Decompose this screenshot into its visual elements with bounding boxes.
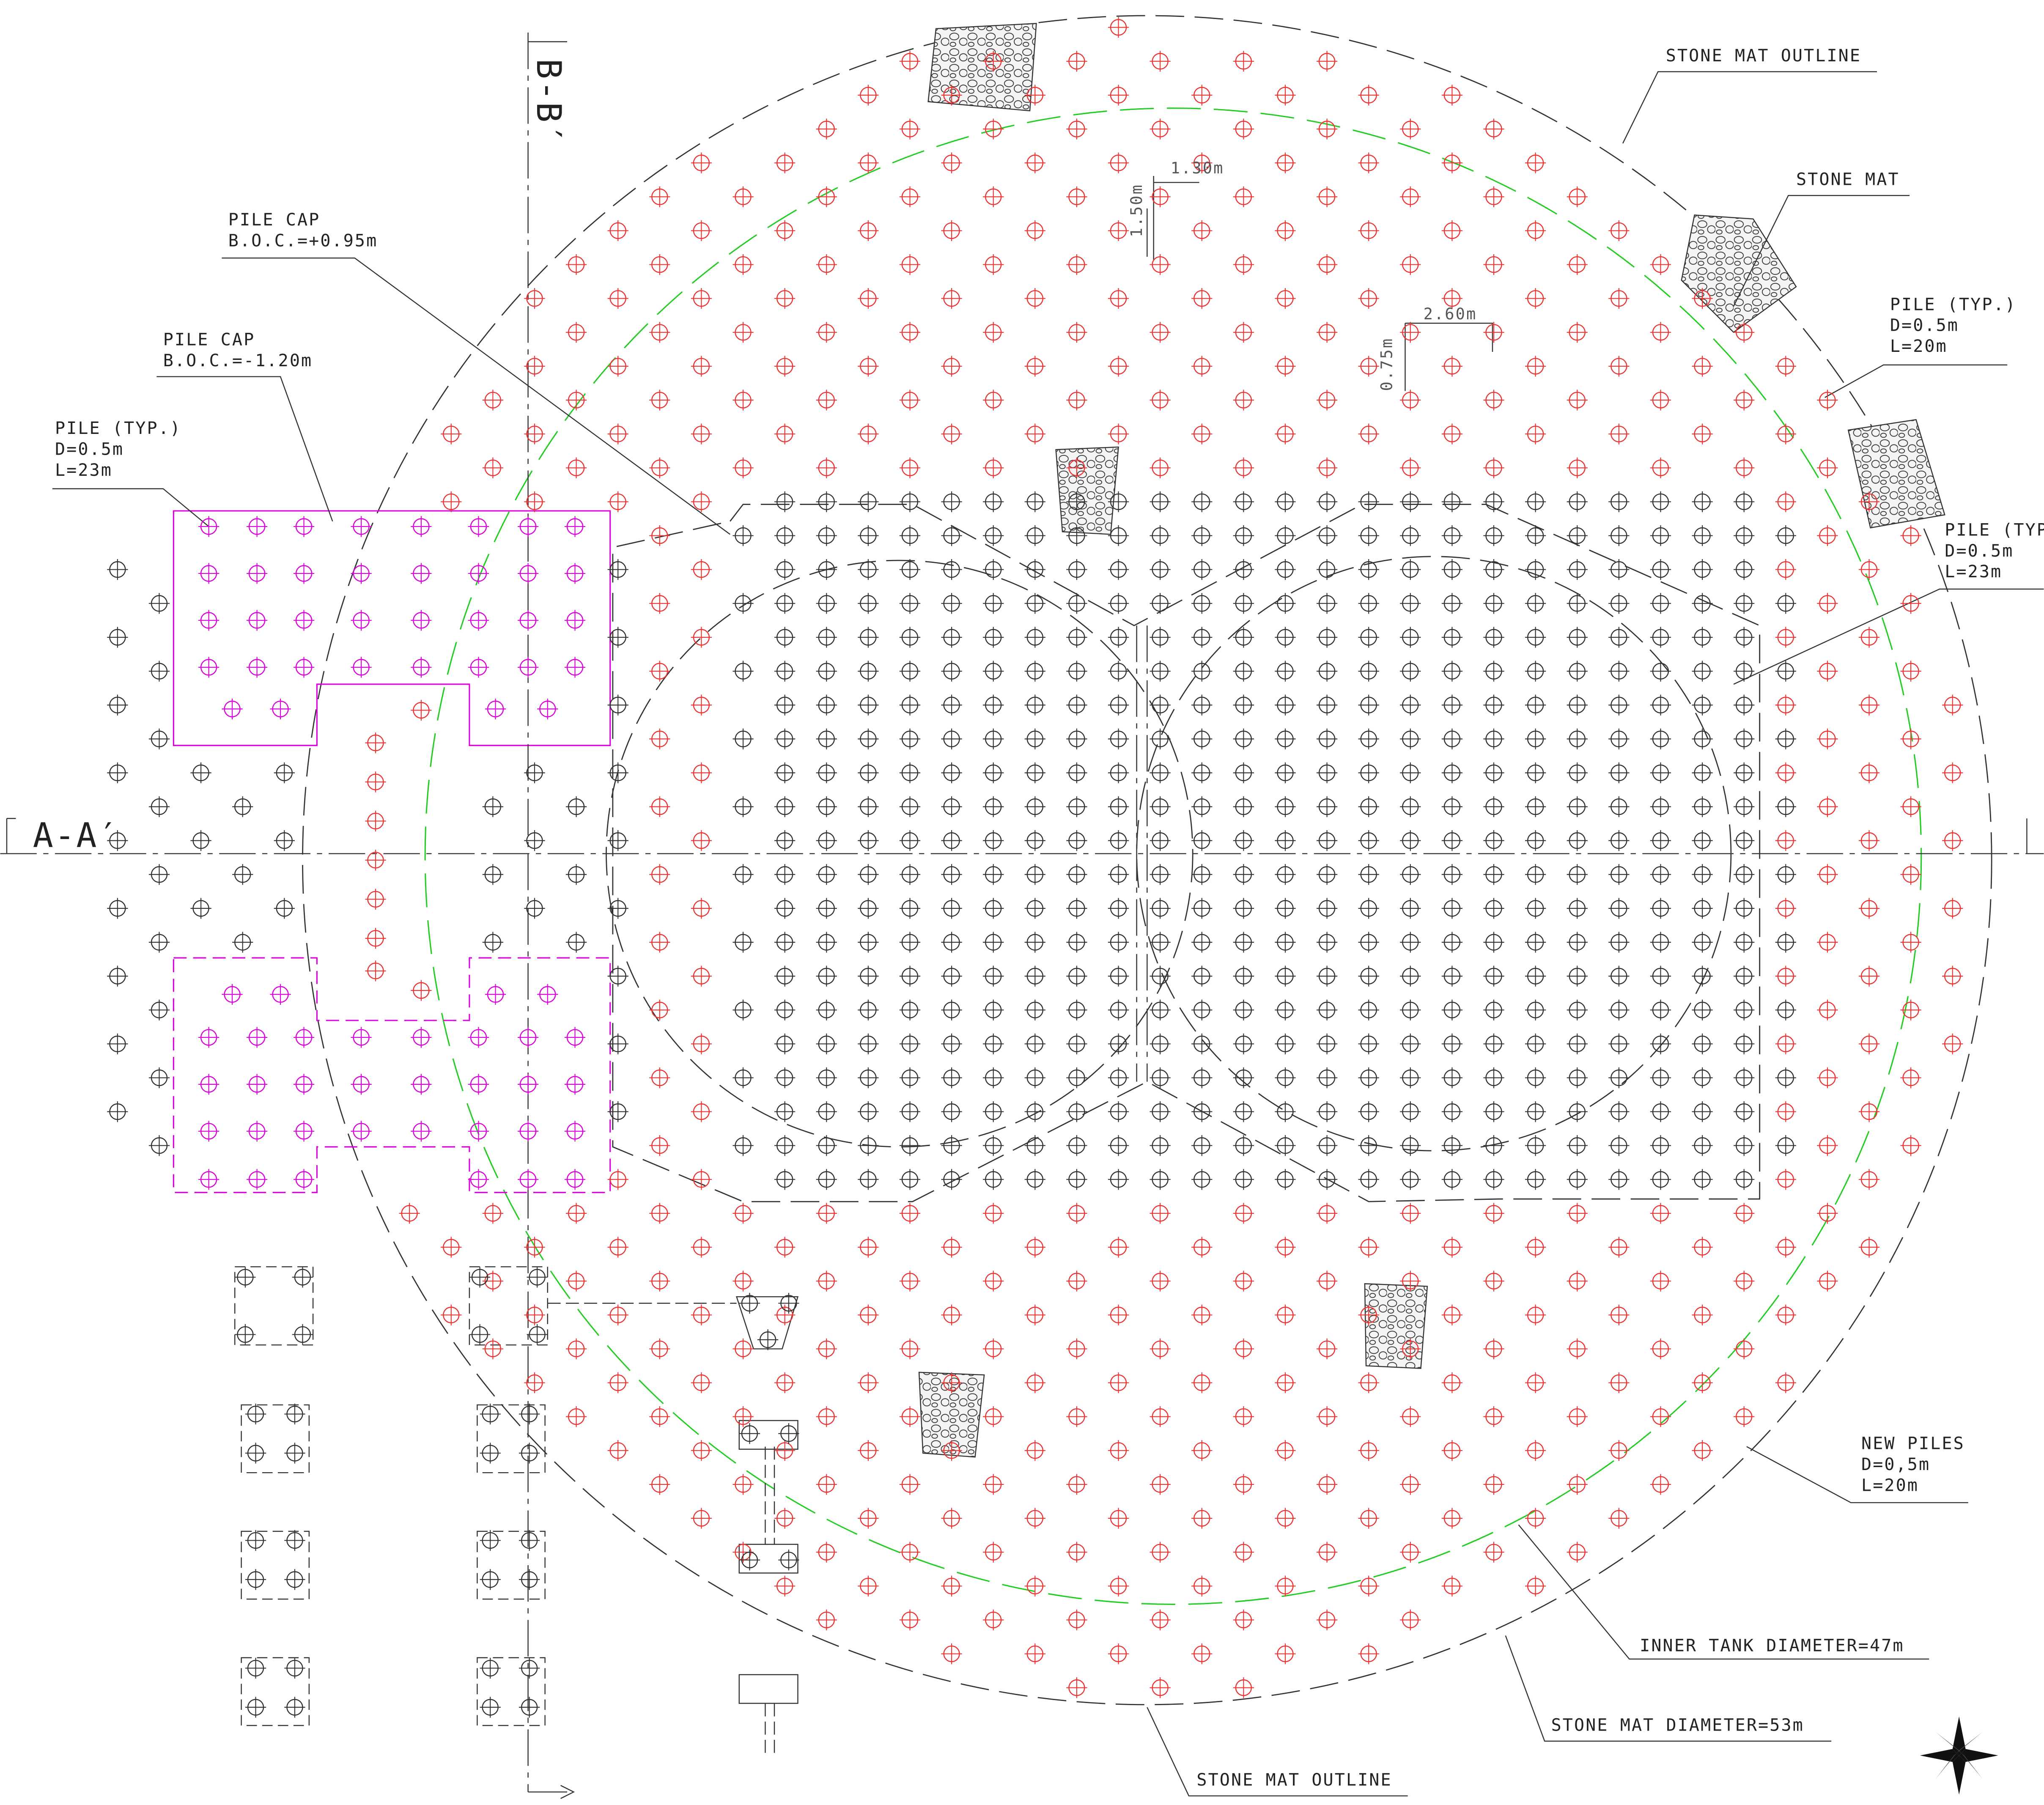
stone-mat-outline — [302, 15, 1992, 1706]
stone-mat — [1847, 419, 1945, 529]
foundation — [234, 1266, 314, 1346]
pile-cap — [173, 510, 611, 746]
label-text: PILE CAP — [228, 210, 321, 230]
foundation — [477, 1404, 546, 1473]
leader — [1825, 364, 2008, 398]
leader — [1733, 195, 1910, 307]
label-text: B.O.C.=-1.20m — [163, 351, 313, 370]
section-label: B-B′ — [529, 59, 568, 145]
dimension-line — [1147, 176, 1493, 391]
leader — [1518, 1524, 1929, 1660]
stone-mat-patches — [918, 23, 1945, 1458]
stone-mat — [927, 23, 1037, 112]
leader — [222, 257, 730, 535]
label-text: PILE (TYP.) — [55, 419, 181, 438]
label-text: D=0,5m — [1861, 1455, 1930, 1474]
label-text: L=23m — [1945, 562, 2002, 582]
foundation — [738, 1420, 798, 1450]
small-foundations — [234, 1266, 799, 1753]
foundation-outline — [612, 504, 1761, 1202]
foundation — [738, 1674, 798, 1704]
label-text: D=0.5m — [1945, 541, 2014, 561]
leader — [1733, 588, 2044, 685]
section-arrow — [528, 41, 575, 1799]
label-text: PILE (TYP — [1945, 521, 2044, 540]
label-text: NEW PILES — [1861, 1434, 1965, 1454]
label-text: D=0.5m — [55, 439, 124, 459]
label-text: PILE CAP — [163, 330, 255, 350]
leader — [52, 488, 209, 527]
foundation — [477, 1531, 546, 1600]
pipe — [765, 1446, 775, 1753]
leaders — [52, 71, 2044, 1797]
label-text: INNER TANK DIAMETER=47m — [1640, 1636, 1904, 1655]
label-text: STONE MAT OUTLINE — [1666, 46, 1861, 66]
section-arrow — [6, 818, 2028, 854]
foundation — [241, 1531, 310, 1600]
label-text: L=20m — [1890, 337, 1948, 356]
label-text: STONE MAT DIAMETER=53m — [1551, 1715, 1804, 1735]
stone-mat — [1364, 1283, 1428, 1369]
section-label: A-A′ — [33, 816, 120, 855]
foundation — [469, 1266, 549, 1346]
stone-mat — [1055, 446, 1119, 535]
dimension-text: 0.75m — [1378, 337, 1396, 391]
label-text: D=0.5m — [1890, 316, 1959, 335]
foundation — [735, 1296, 799, 1350]
stone-mat — [918, 1372, 985, 1458]
leader — [1746, 1446, 1968, 1503]
stone-mat — [1681, 214, 1797, 333]
dimension-text: 1.50m — [1128, 184, 1146, 237]
label-text: STONE MAT OUTLINE — [1196, 1770, 1392, 1790]
dimension-text: 2.60m — [1424, 305, 1477, 323]
label-text: STONE MAT — [1796, 170, 1900, 189]
foundation — [241, 1657, 310, 1726]
pile-cap — [173, 957, 611, 1193]
leader — [1622, 71, 1877, 144]
leader — [156, 376, 333, 522]
dimension-text: 1.30m — [1171, 159, 1224, 177]
leader — [1505, 1635, 1832, 1742]
label-text: L=20m — [1861, 1476, 1919, 1495]
foundation — [477, 1657, 546, 1726]
label-text: B.O.C.=+0.95m — [228, 231, 378, 250]
label-text: PILE (TYP.) — [1890, 295, 2017, 314]
inner-tank-outline — [424, 107, 1922, 1605]
leader — [1147, 1707, 1408, 1797]
foundation — [241, 1404, 310, 1473]
north-arrow — [1920, 1716, 1998, 1795]
label-text: L=23m — [55, 461, 112, 480]
